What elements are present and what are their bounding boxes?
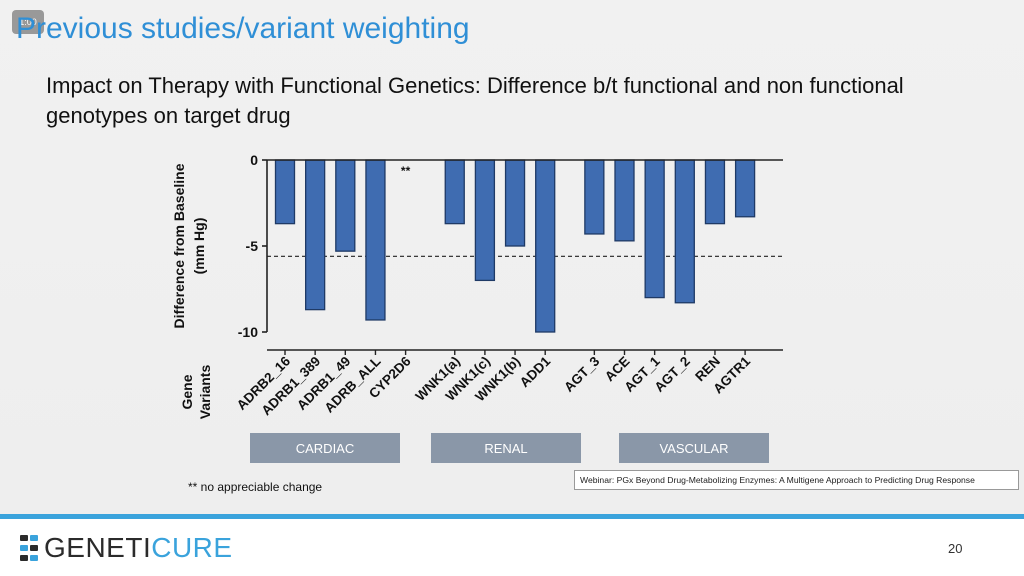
x-tick-label: ADD1 [517,353,554,390]
webinar-caption: Webinar: PGx Beyond Drug-Metabolizing En… [574,470,1019,490]
footer-bar [0,514,1024,519]
bar-add1 [535,159,556,333]
y-tick-label: -5 [246,238,259,254]
bar-chart: 0-5-10**ADRB2_16ADRB1_389ADRB1_49ADRB_AL… [171,152,783,463]
page-number: 20 [948,541,963,556]
annotation-label: ** [401,164,411,178]
y-axis-label-line1: Difference from Baseline [171,163,187,328]
group-label-cardiac: CARDIAC [296,441,355,456]
bar-agt-1 [644,159,665,299]
timer-badge: 1:00 [12,10,44,34]
bar-adrb2-16 [274,159,296,225]
group-box-renal [431,433,581,463]
x-axis-label-line2: Variants [197,365,213,420]
slide-title: Previous studies/variant weighting [16,12,470,45]
bar-agt-3 [584,159,605,235]
y-tick-label: 0 [250,152,258,168]
x-tick-label: AGT_3 [561,353,603,395]
slide-background [0,0,1024,516]
bar-ace [614,159,635,242]
bar-adrb1-389 [304,159,326,311]
bar-wnk1-a- [444,159,465,225]
bar-adrb1-49 [335,159,356,252]
bar-agt-2 [674,159,695,304]
bar-agtr1 [734,159,756,218]
group-label-vascular: VASCULAR [659,441,728,456]
bar-wnk1-c- [474,159,496,282]
logo-wordmark: GENETICURE [44,533,233,563]
geneticure-logo: GENETICURE [20,533,233,563]
logo-text-accent: CURE [151,532,233,563]
y-axis-label-line2: (mm Hg) [191,218,207,275]
bar-adrb-all [365,159,386,321]
group-box-vascular [619,433,769,463]
footnote: ** no appreciable change [188,480,323,494]
logo-text-dark: GENETI [44,532,152,563]
slide-subtitle: Impact on Therapy with Functional Geneti… [46,73,904,128]
group-box-cardiac [250,433,400,463]
logo-mark-icon [20,535,38,561]
group-label-renal: RENAL [484,441,527,456]
x-axis-label-line1: Gene [179,374,195,409]
y-tick-label: -10 [238,324,258,340]
bar-wnk1-b- [504,159,526,247]
bar-ren [704,159,726,225]
